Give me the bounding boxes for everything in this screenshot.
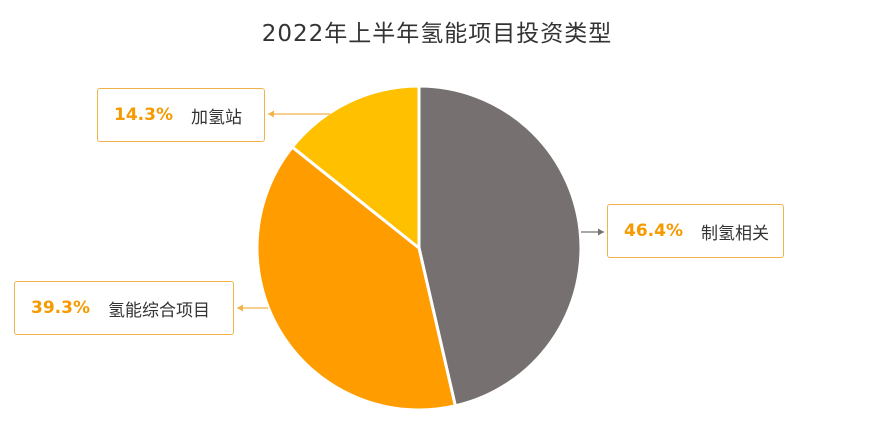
data-label-category: 制氢相关 [700, 223, 769, 244]
data-label-percent: 39.3% [31, 298, 90, 318]
data-label-category: 氢能综合项目 [107, 300, 210, 321]
callout-hydrogen-station: 14.3% 加氢站 [97, 88, 265, 142]
connector-hydrogen-station-arrowhead [268, 110, 274, 118]
pie-slice-hydrogen-production [417, 84, 583, 408]
data-label-percent: 14.3% [114, 105, 173, 125]
callout-hydrogen-production: 46.4% 制氢相关 [607, 204, 784, 258]
data-label-percent: 46.4% [624, 221, 683, 241]
chart-title: 2022年上半年氢能项目投资类型 [261, 21, 613, 47]
connector-hydrogen-production-arrowhead [598, 228, 604, 236]
pie-slice-integrated-projects [255, 145, 457, 412]
pie-slice-hydrogen-station [290, 84, 421, 250]
connector-integrated-projects-arrowhead [237, 304, 243, 312]
callout-integrated-projects: 39.3% 氢能综合项目 [14, 281, 234, 335]
data-label-category: 加氢站 [190, 107, 242, 128]
